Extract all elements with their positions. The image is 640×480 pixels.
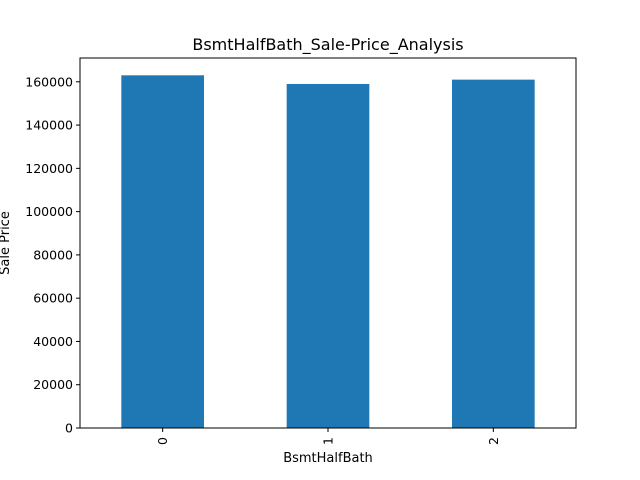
chart-title: BsmtHalfBath_Sale-Price_Analysis [192,35,463,55]
y-tick-label-120000: 120000 [25,161,73,176]
y-tick-label-100000: 100000 [25,204,73,219]
x-tick-label-0: 0 [155,437,170,445]
y-tick-label-80000: 80000 [33,247,73,262]
y-axis-ticks: 0 20000 40000 60000 80000 100000 120000 140000 1… [25,74,80,436]
y-tick-label-40000: 40000 [33,334,73,349]
y-tick-label-20000: 20000 [33,377,73,392]
x-axis-ticks: 0 1 2 [155,428,501,445]
y-tick-label-0: 0 [65,421,73,436]
x-tick-label-2: 2 [486,437,501,445]
x-axis-label: BsmtHalfBath [283,451,373,466]
plot-frame [79,57,577,429]
y-tick-label-160000: 160000 [25,74,73,89]
y-axis-label: Sale Price [0,211,13,275]
bars-group [121,75,535,429]
bar-0 [121,75,204,429]
bar-2 [452,79,535,429]
bar-1 [286,83,370,429]
y-tick-label-140000: 140000 [25,118,73,133]
y-tick-label-60000: 60000 [33,291,73,306]
x-tick-label-1: 1 [321,437,336,445]
